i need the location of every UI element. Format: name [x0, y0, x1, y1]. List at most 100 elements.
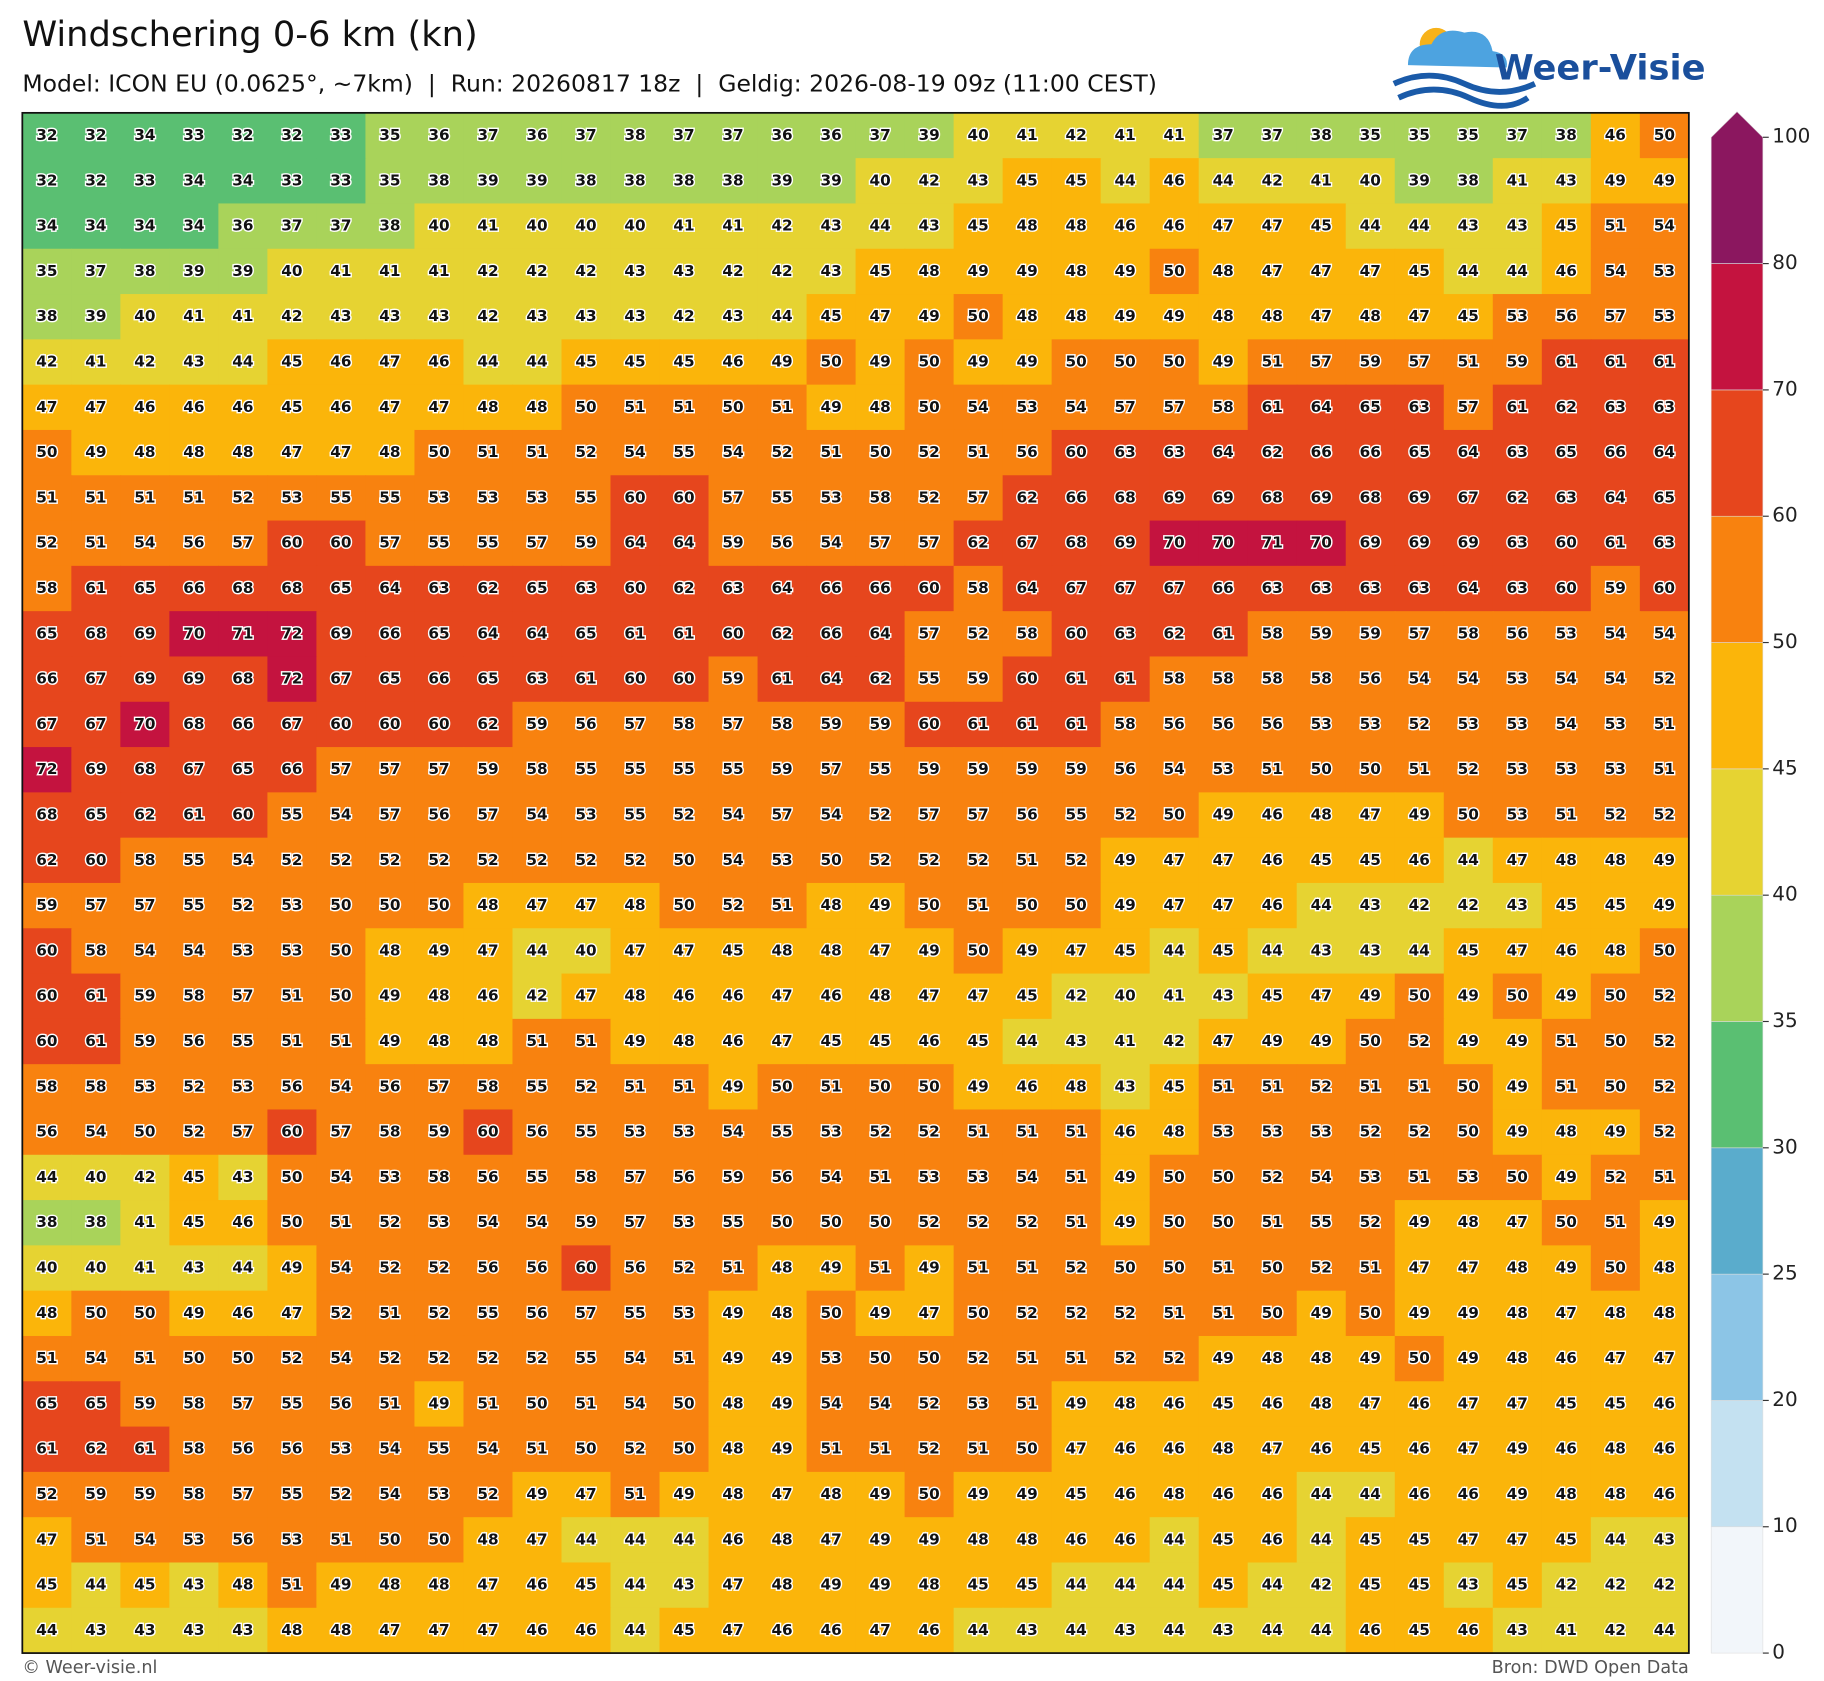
cell [806, 1335, 857, 1382]
cell [1247, 1290, 1298, 1337]
value-label: 61 [1507, 398, 1528, 416]
colorbar-tick-label: 80 [1772, 251, 1797, 274]
value-label: 45 [1017, 1576, 1038, 1594]
cell [806, 1200, 857, 1247]
value-label: 46 [820, 1621, 841, 1639]
value-label: 40 [869, 171, 890, 189]
value-label: 57 [968, 488, 989, 506]
value-label: 35 [379, 171, 400, 189]
value-label: 43 [1311, 941, 1332, 959]
cell [1002, 1562, 1053, 1609]
value-label: 49 [1115, 262, 1136, 280]
cell [1198, 248, 1249, 295]
value-label: 46 [722, 1530, 743, 1548]
value-label: 68 [85, 624, 106, 642]
cell [708, 384, 759, 431]
cell [267, 1018, 318, 1065]
cell [1149, 973, 1200, 1020]
cell [1198, 611, 1249, 658]
cell [904, 203, 955, 250]
value-label: 43 [183, 1621, 204, 1639]
value-label: 38 [624, 126, 645, 144]
cell [806, 339, 857, 386]
cell [365, 656, 416, 703]
value-label: 51 [36, 488, 57, 506]
value-label: 54 [183, 941, 204, 959]
cell [1443, 1018, 1494, 1065]
cell [71, 112, 122, 159]
cell [71, 837, 122, 884]
cell [1492, 1064, 1543, 1111]
cell [561, 475, 612, 522]
cell [218, 520, 269, 567]
cell [904, 656, 955, 703]
value-label: 38 [1556, 126, 1577, 144]
value-label: 44 [526, 941, 547, 959]
value-label: 58 [428, 1168, 449, 1186]
chart-subtitle: Model: ICON EU (0.0625°, ~7km) | Run: 20… [22, 70, 1157, 98]
cell [71, 339, 122, 386]
value-label: 62 [1556, 398, 1577, 416]
value-label: 48 [722, 1394, 743, 1412]
value-label: 63 [1605, 398, 1626, 416]
value-label: 44 [232, 353, 253, 371]
cell [708, 1607, 759, 1654]
value-label: 54 [330, 1077, 351, 1095]
cell [1247, 339, 1298, 386]
cell [463, 792, 514, 839]
value-label: 52 [1409, 1032, 1430, 1050]
cell [22, 112, 73, 159]
value-label: 46 [1164, 171, 1185, 189]
value-label: 49 [1115, 896, 1136, 914]
value-label: 52 [1017, 1304, 1038, 1322]
value-label: 47 [869, 307, 890, 325]
cell [267, 656, 318, 703]
cell [365, 294, 416, 341]
cell [71, 1290, 122, 1337]
cell [1002, 973, 1053, 1020]
value-label: 58 [869, 488, 890, 506]
value-label: 56 [330, 1394, 351, 1412]
cell [71, 429, 122, 476]
value-label: 47 [1262, 262, 1283, 280]
cell [659, 656, 710, 703]
value-label: 49 [918, 1259, 939, 1277]
cell [1345, 1018, 1396, 1065]
value-label: 49 [771, 1394, 792, 1412]
cell [365, 1109, 416, 1156]
cell [512, 1562, 563, 1609]
cell [71, 882, 122, 929]
cell [1541, 1290, 1592, 1337]
cell [463, 520, 514, 567]
value-label: 55 [183, 896, 204, 914]
cell [1247, 747, 1298, 794]
value-label: 70 [1311, 534, 1332, 552]
value-label: 46 [232, 398, 253, 416]
cell [708, 973, 759, 1020]
value-label: 48 [820, 941, 841, 959]
cell [1345, 112, 1396, 159]
value-label: 34 [183, 171, 204, 189]
cell [561, 384, 612, 431]
value-label: 52 [1115, 806, 1136, 824]
value-label: 51 [1213, 1077, 1234, 1095]
value-label: 53 [379, 1168, 400, 1186]
cell [120, 1335, 171, 1382]
cell [1198, 1200, 1249, 1247]
cell [512, 792, 563, 839]
cell [1198, 792, 1249, 839]
value-label: 59 [575, 1213, 596, 1231]
value-label: 49 [1507, 1032, 1528, 1050]
cell [120, 1290, 171, 1337]
value-label: 48 [232, 443, 253, 461]
value-label: 50 [134, 1123, 155, 1141]
value-label: 48 [722, 1485, 743, 1503]
cell [1639, 203, 1690, 250]
value-label: 49 [1458, 987, 1479, 1005]
value-label: 57 [379, 760, 400, 778]
cell [904, 339, 955, 386]
value-label: 49 [1017, 353, 1038, 371]
value-label: 59 [722, 1168, 743, 1186]
value-label: 54 [85, 1123, 106, 1141]
cell [1247, 928, 1298, 975]
